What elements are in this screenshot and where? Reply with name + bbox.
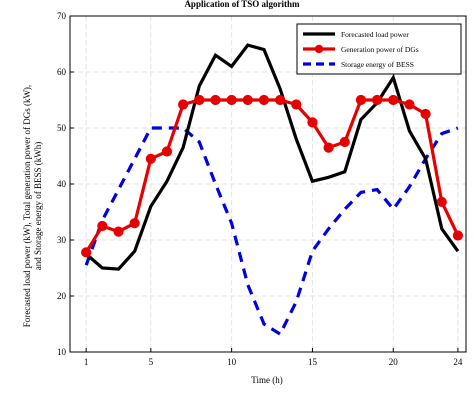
series-line xyxy=(84,126,459,337)
data-point xyxy=(178,99,189,110)
data-point xyxy=(307,117,318,128)
data-point xyxy=(436,196,447,208)
legend-marker xyxy=(314,44,324,54)
y-axis-label-line-1: Forecasted load power (kW), Total genera… xyxy=(22,85,32,327)
y-tick-label: 70 xyxy=(57,11,67,21)
y-tick-label: 10 xyxy=(57,347,67,357)
legend-label: Forecasted load power xyxy=(341,30,409,39)
data-point xyxy=(145,153,156,164)
data-point xyxy=(242,94,253,106)
x-tick-label: 15 xyxy=(308,357,318,367)
data-point xyxy=(129,218,140,229)
y-tick-label: 60 xyxy=(57,67,67,77)
series-3 xyxy=(84,126,459,337)
data-point xyxy=(161,146,173,157)
data-point xyxy=(194,94,205,106)
series-1 xyxy=(85,43,460,271)
y-tick-label: 40 xyxy=(57,179,67,189)
legend: Forecasted load power Generation power of… xyxy=(296,23,462,75)
x-tick-label: 1 xyxy=(84,357,89,367)
legend-label: Generation power of DGs xyxy=(341,45,419,54)
data-point xyxy=(81,247,92,258)
series-group xyxy=(81,43,464,337)
chart-title: Application of TSO algorithm xyxy=(184,0,300,9)
x-axis-label: Time (h) xyxy=(251,375,282,385)
data-point xyxy=(97,220,108,232)
data-point xyxy=(291,99,302,110)
y-axis-label-line-2: and Storage energy of BESS (kWh) xyxy=(33,142,43,271)
series-line xyxy=(85,43,460,271)
data-point xyxy=(210,94,221,106)
x-tick-label: 5 xyxy=(149,357,154,367)
data-point xyxy=(452,230,464,241)
data-point xyxy=(388,94,399,106)
data-point xyxy=(339,136,350,148)
data-point xyxy=(226,94,237,106)
x-tick-label: 10 xyxy=(227,357,237,367)
y-tick-label: 50 xyxy=(57,123,67,133)
data-point xyxy=(404,99,415,110)
data-point xyxy=(323,142,334,153)
y-axis-label: Forecasted load power (kW), Total genera… xyxy=(22,85,43,327)
y-tick-label: 30 xyxy=(57,235,67,245)
x-tick-label: 20 xyxy=(389,357,399,367)
data-point xyxy=(113,226,124,237)
x-tick-label: 24 xyxy=(453,357,463,367)
data-point xyxy=(420,108,431,120)
data-point xyxy=(258,94,270,106)
series-2 xyxy=(81,94,464,258)
data-point xyxy=(355,94,367,106)
data-point xyxy=(372,94,383,106)
y-tick-label: 20 xyxy=(57,291,67,301)
data-point xyxy=(275,94,286,106)
legend-label: Storage energy of BESS xyxy=(341,60,414,69)
